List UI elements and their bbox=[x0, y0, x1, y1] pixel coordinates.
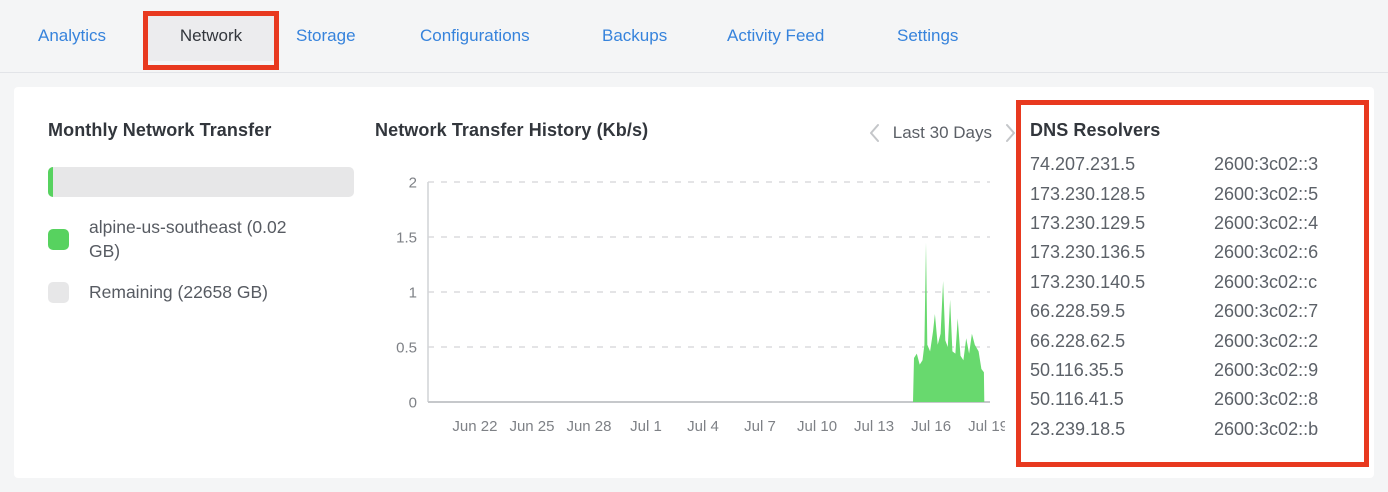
monthly-transfer-title: Monthly Network Transfer bbox=[48, 120, 272, 140]
y-axis-tick-label: 1.5 bbox=[396, 230, 417, 247]
x-axis-tick-label: Jul 4 bbox=[687, 418, 719, 435]
dns-ipv4-address: 50.116.35.5 bbox=[1030, 359, 1124, 380]
dns-resolver-row: 173.230.128.5 2600:3c02::5 bbox=[1030, 179, 1318, 208]
dns-ipv4-address: 66.228.59.5 bbox=[1030, 301, 1126, 322]
x-axis-tick-label: Jul 1 bbox=[630, 418, 662, 435]
chevron-right-icon[interactable] bbox=[1005, 123, 1016, 143]
dns-ipv4-address: 173.230.136.5 bbox=[1030, 242, 1146, 263]
x-axis-tick-label: Jul 16 bbox=[911, 418, 951, 435]
x-axis-tick-label: Jul 13 bbox=[854, 418, 894, 435]
chevron-left-icon[interactable] bbox=[869, 123, 880, 143]
transfer-area-series bbox=[913, 242, 985, 402]
tab-configurations[interactable]: Configurations bbox=[420, 26, 530, 45]
legend-item: Remaining (22658 GB) bbox=[48, 280, 328, 304]
monthly-transfer-progress-fill bbox=[48, 167, 53, 197]
x-axis-tick-label: Jul 10 bbox=[797, 418, 837, 435]
x-axis-tick-label: Jul 19 bbox=[968, 418, 1005, 435]
dns-resolver-row: 173.230.140.5 2600:3c02::c bbox=[1030, 268, 1318, 297]
dns-ipv6-address: 2600:3c02::6 bbox=[1214, 242, 1319, 263]
dns-ipv6-address: 2600:3c02::4 bbox=[1214, 212, 1319, 233]
legend-swatch-icon bbox=[48, 228, 69, 250]
dns-resolver-row: 66.228.59.5 2600:3c02::7 bbox=[1030, 297, 1318, 326]
y-axis-tick-label: 0.5 bbox=[396, 340, 417, 357]
tab-bar: Analytics Network Storage Configurations Bac… bbox=[0, 0, 1388, 73]
dns-ipv6-address: 2600:3c02::8 bbox=[1214, 389, 1319, 410]
dns-ipv4-address: 74.207.231.5 bbox=[1030, 154, 1136, 175]
dns-ipv6-address: 2600:3c02::3 bbox=[1214, 154, 1319, 175]
legend-swatch-icon bbox=[48, 281, 69, 303]
tab-settings[interactable]: Settings bbox=[897, 26, 959, 45]
dns-ipv4-address: 66.228.62.5 bbox=[1030, 330, 1126, 351]
dns-ipv6-address: 2600:3c02::b bbox=[1214, 418, 1319, 439]
dns-resolver-row: 173.230.136.5 2600:3c02::6 bbox=[1030, 238, 1318, 267]
legend-item: alpine-us-southeast (0.02 GB) bbox=[48, 215, 328, 263]
tab-storage[interactable]: Storage bbox=[296, 26, 356, 45]
dns-ipv6-address: 2600:3c02::9 bbox=[1214, 359, 1319, 380]
x-axis-tick-label: Jun 22 bbox=[452, 418, 497, 435]
dns-ipv6-address: 2600:3c02::c bbox=[1214, 271, 1318, 292]
dns-ipv4-address: 23.239.18.5 bbox=[1030, 418, 1126, 439]
dns-resolver-row: 50.116.35.5 2600:3c02::9 bbox=[1030, 356, 1318, 385]
dns-resolver-row: 173.230.129.5 2600:3c02::4 bbox=[1030, 209, 1318, 238]
dns-ipv6-address: 2600:3c02::2 bbox=[1214, 330, 1319, 351]
dns-resolver-row: 50.116.41.5 2600:3c02::8 bbox=[1030, 385, 1318, 414]
dns-ipv4-address: 173.230.140.5 bbox=[1030, 271, 1146, 292]
chart-title: Network Transfer History (Kb/s) bbox=[375, 120, 649, 140]
network-panel-card: Monthly Network Transfer alpine-us-south… bbox=[14, 87, 1374, 478]
dns-resolvers-list: 74.207.231.5 2600:3c02::3 173.230.128.5 260… bbox=[1030, 150, 1318, 444]
dns-ipv4-address: 50.116.41.5 bbox=[1030, 389, 1124, 410]
tab-backups[interactable]: Backups bbox=[602, 26, 668, 45]
legend-label: Remaining (22658 GB) bbox=[89, 282, 268, 302]
chart-range-label[interactable]: Last 30 Days bbox=[892, 123, 992, 142]
dns-resolvers-title: DNS Resolvers bbox=[1030, 120, 1161, 140]
monthly-transfer-progress-bar bbox=[48, 167, 354, 197]
monthly-transfer-legend: alpine-us-southeast (0.02 GB) Remaining (… bbox=[48, 215, 328, 304]
network-transfer-history-chart: 0 0.5 1 1.5 2 Jun 22 Jun 25 Jun 28 Jul 1 Jul 4 Jul… bbox=[396, 175, 1005, 436]
dns-ipv6-address: 2600:3c02::7 bbox=[1214, 301, 1319, 322]
y-axis-tick-label: 1 bbox=[409, 285, 417, 302]
dns-resolver-row: 74.207.231.5 2600:3c02::3 bbox=[1030, 150, 1318, 179]
chart-range-selector: Last 30 Days bbox=[869, 123, 1016, 143]
dns-resolver-row: 66.228.62.5 2600:3c02::2 bbox=[1030, 326, 1318, 355]
x-axis-tick-label: Jun 25 bbox=[509, 418, 554, 435]
tab-activity-feed[interactable]: Activity Feed bbox=[727, 26, 825, 45]
y-axis-tick-label: 2 bbox=[409, 175, 417, 192]
dns-ipv6-address: 2600:3c02::5 bbox=[1214, 183, 1319, 204]
y-axis-tick-label: 0 bbox=[409, 395, 417, 412]
tab-network[interactable]: Network bbox=[148, 11, 274, 61]
dns-ipv4-address: 173.230.128.5 bbox=[1030, 183, 1146, 204]
tab-analytics[interactable]: Analytics bbox=[38, 26, 107, 45]
legend-label: alpine-us-southeast (0.02 GB) bbox=[89, 217, 287, 261]
x-axis-tick-label: Jun 28 bbox=[566, 418, 611, 435]
x-axis-tick-label: Jul 7 bbox=[744, 418, 776, 435]
dns-resolver-row: 23.239.18.5 2600:3c02::b bbox=[1030, 415, 1318, 444]
dns-ipv4-address: 173.230.129.5 bbox=[1030, 212, 1146, 233]
